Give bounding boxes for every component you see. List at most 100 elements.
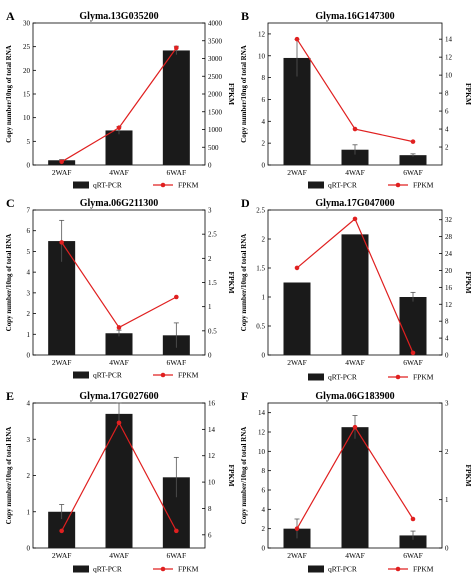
chart-panel-c: C Glyma.06G211300 0 1 2 3 4 5 6 7 0 0.5 1 1.5 2 2.5 3 Cop…: [5, 196, 236, 380]
y2-tick-label: 8: [445, 318, 449, 326]
y2-axis-label: FPKM: [227, 83, 236, 105]
legend-bar-swatch: [308, 373, 324, 381]
x-tick-label: 6WAF: [167, 358, 187, 367]
chart-panel-b: B Glyma.16G147300 0 2 4 6 8 10 12 2 4 6 8 10 12 14 Copy …: [240, 9, 473, 190]
y-tick-label: 0: [262, 162, 266, 170]
y2-axis-label: FPKM: [464, 271, 473, 293]
y-tick-label: 12: [258, 429, 266, 437]
fpkm-point: [174, 294, 179, 300]
chart-title: Glyma.13G035200: [79, 11, 158, 22]
y2-tick-label: 2: [208, 255, 212, 263]
legend: qRT-PCR FPKM: [308, 181, 434, 190]
y2-tick-label: 10: [445, 72, 453, 80]
y-tick-label: 3: [27, 289, 31, 297]
y2-tick-label: 4: [445, 335, 449, 343]
y2-axis-label: FPKM: [227, 271, 236, 293]
legend: qRT-PCR FPKM: [308, 565, 434, 574]
x-tick-label: 4WAF: [109, 168, 129, 177]
y-tick-label: 25: [23, 43, 31, 51]
y-axis-label: Copy number/10ng of total RNA: [240, 234, 248, 332]
y2-tick-label: 10: [208, 479, 216, 487]
legend-bar-label: qRT-PCR: [93, 565, 122, 574]
y2-tick-label: 2: [445, 448, 449, 456]
y-tick-label: 1: [27, 508, 31, 516]
bar: [399, 535, 427, 548]
fpkm-point: [294, 265, 300, 271]
y2-tick-label: 8: [445, 90, 449, 98]
y2-tick-label: 2.5: [208, 231, 217, 239]
y-axis-label: Copy number/10ng of total RNA: [5, 234, 13, 332]
y-tick-label: 8: [262, 74, 266, 82]
fpkm-point: [59, 159, 64, 165]
legend-line-marker: [160, 182, 166, 188]
bar: [105, 413, 133, 548]
y2-tick-label: 12: [208, 452, 216, 460]
fpkm-point: [116, 420, 122, 426]
fpkm-point: [352, 216, 358, 222]
x-tick-label: 4WAF: [109, 358, 129, 367]
y2-tick-label: 12: [445, 54, 453, 62]
y-tick-label: 20: [23, 67, 31, 75]
y2-tick-label: 6: [208, 531, 212, 539]
legend-bar-label: qRT-PCR: [328, 181, 357, 190]
y2-tick-label: 0: [208, 352, 212, 360]
y-axis-label: Copy number/10ng of total RNA: [240, 427, 248, 525]
chart-panel-a: A Glyma.13G035200 0 5 10 15 20 25 30 0 500 1000 1500…: [5, 9, 236, 190]
y-tick-label: 4: [27, 400, 31, 408]
legend-bar-swatch: [73, 371, 89, 379]
x-tick-label: 2WAF: [52, 551, 72, 560]
x-tick-label: 2WAF: [287, 551, 307, 560]
legend-line-label: FPKM: [178, 565, 199, 574]
fpkm-point: [410, 350, 416, 356]
x-tick-label: 2WAF: [287, 168, 307, 177]
chart-title: Glyma.06G211300: [80, 198, 159, 209]
fpkm-point: [294, 36, 300, 42]
legend-bar-label: qRT-PCR: [93, 371, 122, 380]
x-tick-label: 6WAF: [403, 358, 423, 367]
y2-tick-label: 2500: [208, 73, 223, 81]
x-tick-label: 2WAF: [52, 358, 72, 367]
y2-tick-label: 1000: [208, 126, 223, 134]
chart-title: Glyma.16G147300: [315, 11, 394, 22]
y-tick-label: 7: [27, 207, 31, 215]
legend: qRT-PCR FPKM: [73, 565, 199, 574]
fpkm-line: [61, 242, 177, 329]
bar: [105, 130, 133, 165]
x-tick-label: 4WAF: [345, 358, 365, 367]
legend-bar-label: qRT-PCR: [93, 181, 122, 190]
y-tick-label: 2: [262, 525, 266, 533]
y-tick-label: 4: [262, 118, 266, 126]
y2-tick-label: 16: [208, 400, 216, 408]
fpkm-point: [294, 526, 300, 531]
y-tick-label: 0: [262, 352, 266, 360]
legend-bar-swatch: [73, 565, 89, 573]
x-tick-label: 6WAF: [403, 551, 423, 560]
y2-tick-label: 1: [208, 303, 212, 311]
y2-tick-label: 2: [445, 144, 449, 152]
y2-tick-label: 0: [445, 545, 449, 553]
y2-tick-label: 2000: [208, 91, 223, 99]
y2-tick-label: 4000: [208, 20, 223, 28]
x-tick-label: 2WAF: [52, 168, 72, 177]
bar: [162, 50, 190, 165]
y2-tick-label: 24: [445, 250, 453, 258]
fpkm-point: [174, 528, 179, 534]
y2-axis-label: FPKM: [227, 464, 236, 486]
y-tick-label: 1: [27, 331, 31, 339]
y2-tick-label: 16: [445, 284, 453, 292]
y-tick-label: 30: [23, 20, 31, 28]
legend-line-label: FPKM: [413, 565, 434, 574]
y-tick-label: 0.5: [256, 323, 265, 331]
y-tick-label: 0: [27, 545, 31, 553]
y-tick-label: 10: [258, 448, 266, 456]
fpkm-point: [59, 528, 64, 534]
x-tick-label: 2WAF: [287, 358, 307, 367]
y-tick-label: 10: [23, 114, 31, 122]
y2-tick-label: 3: [445, 400, 449, 408]
legend-bar-swatch: [73, 181, 89, 189]
y2-tick-label: 20: [445, 267, 453, 275]
y2-tick-label: 1500: [208, 108, 223, 116]
y-tick-label: 2: [262, 236, 266, 244]
